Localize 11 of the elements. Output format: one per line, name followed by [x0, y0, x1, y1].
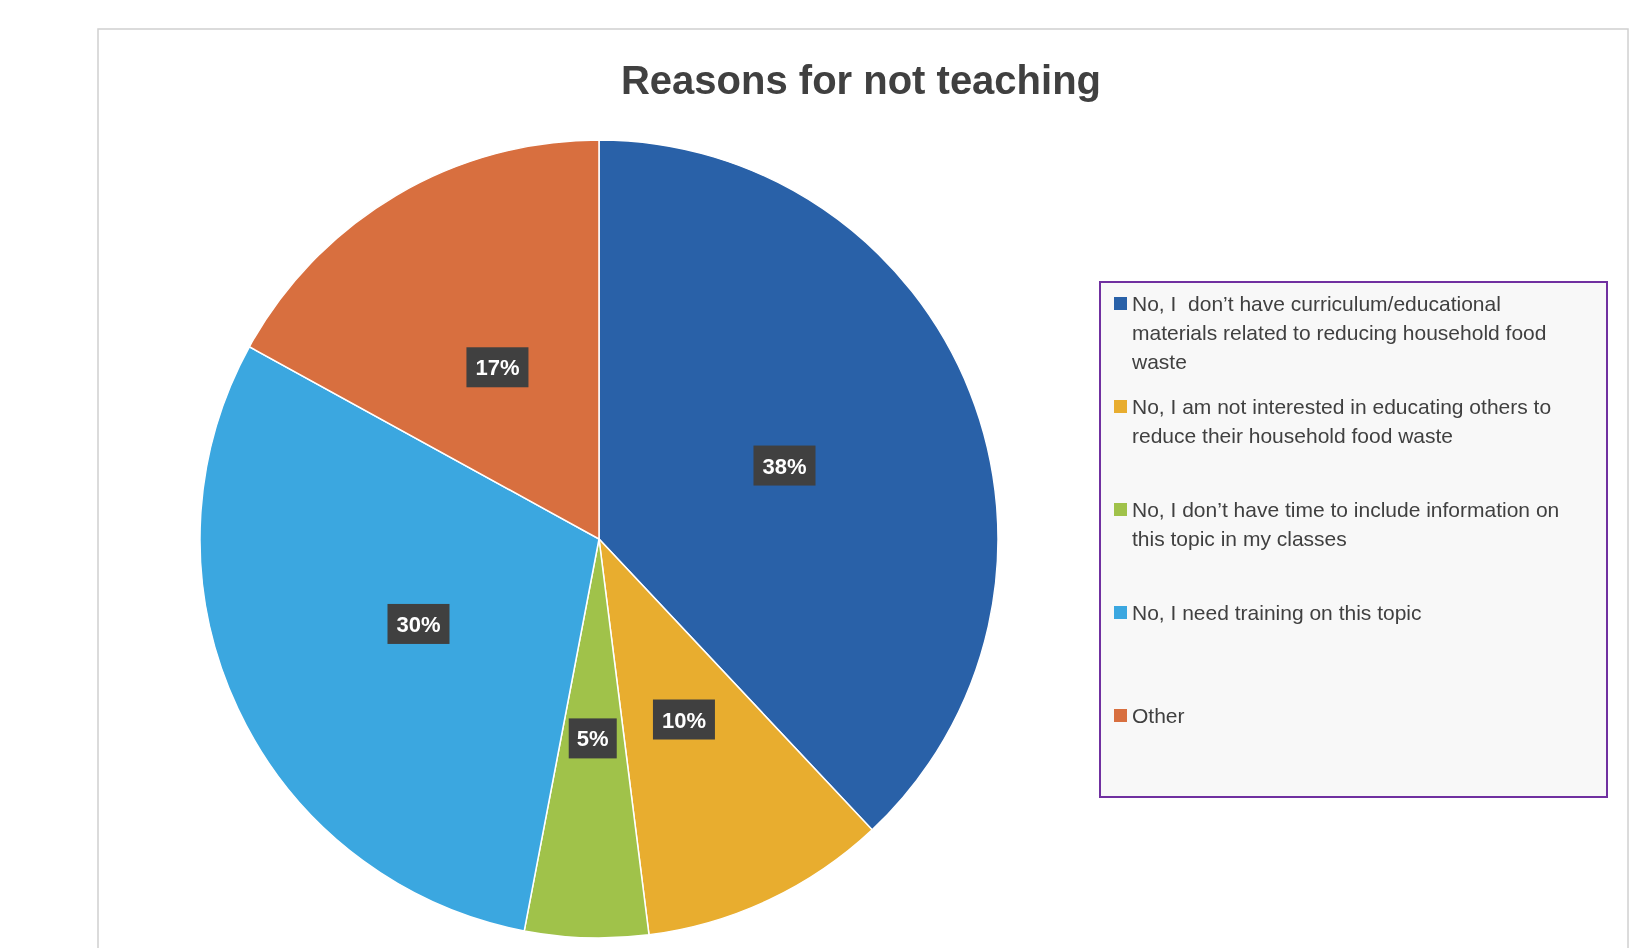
data-label: 5%	[576, 726, 609, 752]
legend-label: No, I am not interested in educating others to reduce their household food waste	[1132, 395, 1552, 447]
legend-label: No, I need training on this topic	[1132, 601, 1422, 624]
legend-label: No, I don’t have curriculum/educational materials related to reducing household food waste	[1131, 292, 1547, 373]
data-label: 17%	[475, 355, 520, 381]
chart-title: Reasons for not teaching	[620, 58, 1102, 102]
data-label: 38%	[762, 453, 807, 479]
legend-label: Other	[1132, 704, 1185, 727]
legend-label: No, I don’t have time to include information on this topic in my classes	[1132, 498, 1560, 550]
data-label: 10%	[661, 707, 706, 733]
data-label: 30%	[396, 611, 441, 637]
